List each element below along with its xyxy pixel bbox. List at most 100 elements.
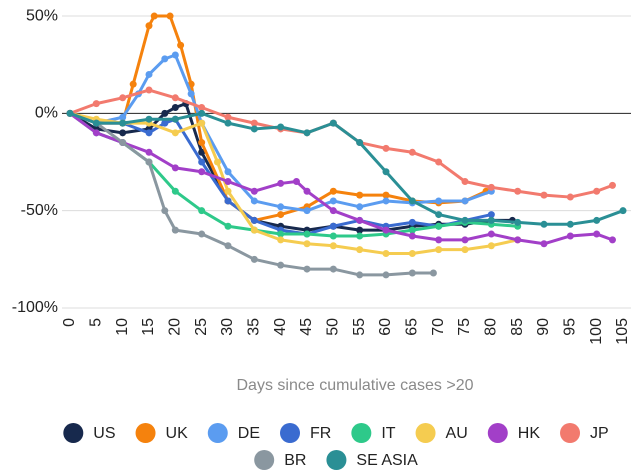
data-point [161,207,169,215]
data-point [566,193,574,201]
data-point [487,230,495,238]
data-point [382,191,390,199]
data-point [66,109,74,117]
data-point [329,197,337,205]
x-tick-label: 5 [88,318,105,327]
data-point [461,236,469,244]
data-point [250,226,258,234]
data-point [129,80,137,88]
data-point [540,240,548,248]
data-point [329,207,337,215]
data-point [224,168,232,176]
legend-label: BR [284,452,306,469]
data-point [608,236,616,244]
data-point [224,187,232,195]
legend-swatch [63,423,84,443]
data-point [435,211,443,219]
data-point [171,115,179,123]
data-point [461,177,469,185]
x-tick-label: 15 [140,318,157,336]
data-point [356,139,364,147]
data-point [382,197,390,205]
data-point [303,265,311,273]
legend-swatch [487,423,508,443]
data-point [435,236,443,244]
data-point [277,203,285,211]
legend-item: JP [560,423,609,443]
data-point [566,220,574,228]
data-point [250,255,258,263]
data-point [161,55,169,63]
x-tick-label: 70 [430,318,447,336]
legend-swatch [254,450,275,470]
x-tick-label: 50 [325,318,342,336]
data-point [356,232,364,240]
data-point [250,125,258,133]
data-point [429,269,437,277]
legend-label: DE [238,425,260,442]
data-point [461,197,469,205]
data-point [408,218,416,226]
x-axis-title: Days since cumulative cases >20 [237,377,474,394]
data-point [250,216,258,224]
data-point [514,187,522,195]
data-point [198,207,206,215]
data-point [198,109,206,117]
data-point [250,187,258,195]
data-point [145,70,153,78]
data-point [329,222,337,230]
legend-item: BR [254,450,306,470]
data-point [382,250,390,258]
x-tick-label: 95 [562,318,579,336]
data-point [435,246,443,254]
x-tick-label: 20 [167,318,184,336]
x-tick-label: 90 [535,318,552,336]
data-point [119,129,127,137]
x-tick-label: 40 [272,318,289,336]
data-point [145,129,153,137]
data-point [514,236,522,244]
data-point [145,148,153,156]
data-point [119,139,127,147]
x-tick-label: 85 [509,318,526,336]
data-point [487,183,495,191]
data-point [566,232,574,240]
data-point [198,119,206,127]
data-point [593,216,601,224]
legend-label: JP [590,425,609,442]
data-point [487,242,495,250]
data-point [514,218,522,226]
data-point [119,94,127,102]
data-point [329,187,337,195]
series-line [69,111,492,236]
y-tick-label: -50% [21,202,58,219]
data-point [356,203,364,211]
legend-item: HK [487,423,540,443]
data-point [608,181,616,189]
data-point [171,226,179,234]
x-tick-label: 45 [298,318,315,336]
data-point [382,168,390,176]
data-point [303,230,311,238]
legend-swatch [280,423,301,443]
data-point [150,12,158,20]
data-point [187,90,195,98]
legend-swatch [351,423,372,443]
legend-swatch [560,423,581,443]
data-point [171,51,179,59]
data-point [435,222,443,230]
data-point [145,115,153,123]
x-tick-label: 60 [377,318,394,336]
grid: -100% -50% 0% 50% 0 5 10 15 20 25 30 35 40 45 50 55 60 65… [12,7,631,345]
data-point [408,250,416,258]
data-point [161,109,169,117]
data-point [329,119,337,127]
legend-item: AU [415,423,468,443]
data-point [356,246,364,254]
legend-label: SE ASIA [356,452,418,469]
x-tick-label: 10 [114,318,131,336]
x-tick-label: 80 [483,318,500,336]
data-point [119,113,127,121]
data-point [224,177,232,185]
